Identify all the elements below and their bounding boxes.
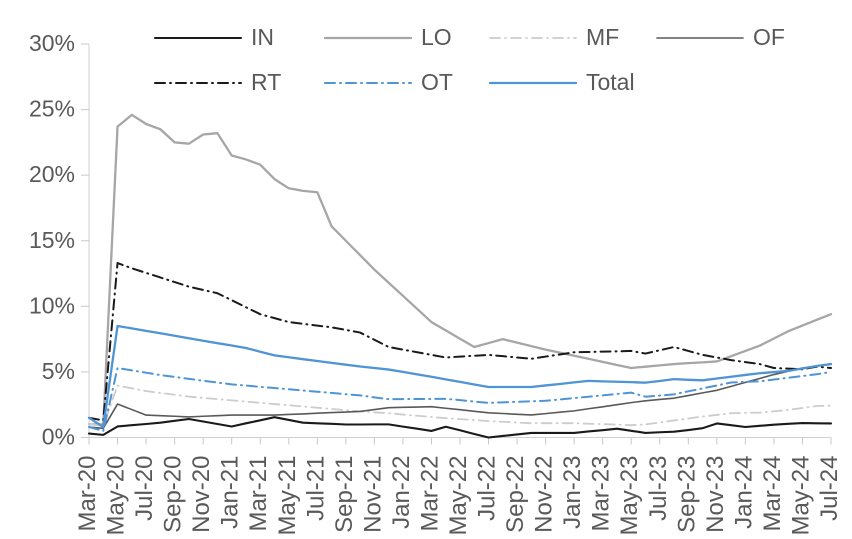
svg-text:Jul-20: Jul-20	[131, 456, 158, 521]
svg-text:May-23: May-23	[616, 456, 643, 535]
svg-text:Jul-21: Jul-21	[302, 456, 329, 521]
svg-text:Sep-21: Sep-21	[331, 456, 358, 533]
svg-text:Sep-20: Sep-20	[160, 456, 187, 533]
svg-text:LO: LO	[421, 24, 452, 50]
svg-text:Mar-21: Mar-21	[245, 456, 272, 532]
svg-text:15%: 15%	[29, 227, 75, 253]
svg-text:May-21: May-21	[274, 456, 301, 535]
svg-text:Sep-22: Sep-22	[502, 456, 529, 533]
svg-text:Jan-21: Jan-21	[217, 456, 244, 529]
svg-text:Jul-22: Jul-22	[474, 456, 501, 521]
svg-text:RT: RT	[251, 69, 281, 95]
svg-text:OT: OT	[421, 69, 453, 95]
svg-text:30%: 30%	[29, 30, 75, 56]
svg-text:Jan-24: Jan-24	[730, 456, 757, 529]
svg-text:OF: OF	[753, 24, 785, 50]
svg-text:Nov-21: Nov-21	[359, 456, 386, 533]
svg-text:May-22: May-22	[445, 456, 472, 535]
svg-text:Mar-22: Mar-22	[416, 455, 443, 531]
svg-text:Jul-23: Jul-23	[645, 456, 672, 521]
svg-text:0%: 0%	[42, 424, 75, 450]
svg-text:Sep-23: Sep-23	[673, 456, 700, 533]
svg-text:Jul-24: Jul-24	[816, 456, 843, 521]
svg-text:Jan-23: Jan-23	[559, 456, 586, 529]
svg-text:IN: IN	[251, 24, 274, 50]
svg-text:MF: MF	[586, 24, 619, 50]
svg-text:Total: Total	[586, 69, 635, 95]
svg-text:Mar-23: Mar-23	[588, 456, 615, 532]
svg-text:20%: 20%	[29, 161, 75, 187]
svg-text:Nov-22: Nov-22	[531, 456, 558, 533]
svg-text:Mar-24: Mar-24	[759, 456, 786, 532]
svg-text:10%: 10%	[29, 292, 75, 318]
svg-text:5%: 5%	[42, 358, 75, 384]
svg-text:Nov-23: Nov-23	[702, 456, 729, 533]
svg-text:Mar-20: Mar-20	[74, 456, 101, 532]
svg-text:Nov-20: Nov-20	[188, 456, 215, 533]
svg-text:May-20: May-20	[103, 456, 130, 535]
svg-text:May-24: May-24	[787, 456, 814, 535]
svg-text:25%: 25%	[29, 96, 75, 122]
svg-text:Jan-22: Jan-22	[388, 456, 415, 529]
